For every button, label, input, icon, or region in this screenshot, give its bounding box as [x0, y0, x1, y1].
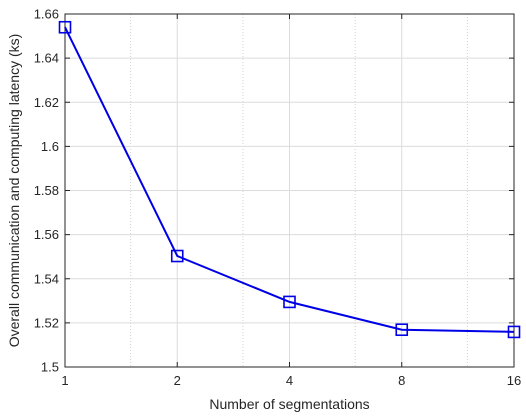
series-line — [64, 26, 515, 333]
y-tick-label: 1.52 — [34, 315, 59, 330]
x-tick-label: 2 — [174, 373, 181, 388]
y-tick-label: 1.62 — [34, 95, 59, 110]
data-point-marker — [58, 20, 72, 34]
x-tick-label: 8 — [398, 373, 405, 388]
x-tick-label: 16 — [507, 373, 521, 388]
y-tick-label: 1.64 — [34, 51, 59, 66]
data-point-marker — [170, 249, 184, 263]
series — [58, 20, 521, 339]
x-tick-label: 1 — [61, 373, 68, 388]
x-tick-label: 4 — [286, 373, 293, 388]
y-axis-label: Overall communication and computing late… — [6, 34, 22, 348]
y-tick-label: 1.66 — [34, 7, 59, 22]
y-tick-label: 1.6 — [41, 139, 59, 154]
y-tick-label: 1.54 — [34, 271, 59, 286]
y-tick-label: 1.56 — [34, 227, 59, 242]
axis-ticks: 1 2 4 8 16 1.5 1.52 1.54 1.56 1.58 1.6 1.62 1.64 1.66 — [34, 7, 522, 389]
y-tick-label: 1.58 — [34, 183, 59, 198]
x-axis-label: Number of segmentations — [209, 396, 369, 412]
y-tick-label: 1.5 — [41, 360, 59, 375]
data-point-marker — [395, 323, 409, 337]
data-point-marker — [283, 295, 296, 309]
data-point-marker — [507, 325, 521, 339]
